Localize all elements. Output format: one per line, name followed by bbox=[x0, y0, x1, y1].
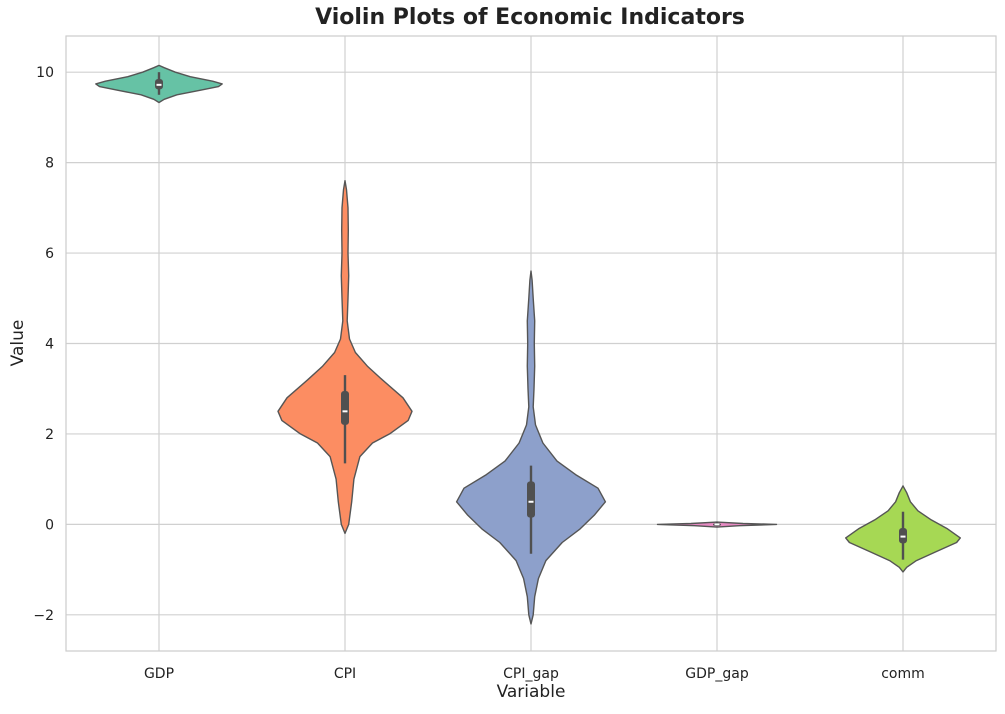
inner-boxes bbox=[155, 72, 907, 560]
iqr-box bbox=[341, 390, 349, 425]
plot-frame bbox=[65, 35, 997, 652]
x-tick-label: CPI bbox=[334, 666, 356, 682]
iqr-box bbox=[527, 481, 535, 518]
tick-labels: −2 0 2 4 6 8 10 GDP CPI CPI_gap GDP_gap comm bbox=[33, 65, 924, 682]
violins bbox=[95, 64, 961, 625]
x-tick-label: GDP bbox=[144, 666, 174, 682]
y-tick-label: 0 bbox=[45, 517, 54, 533]
violin-cpi bbox=[277, 180, 413, 535]
violin-cpi-gap bbox=[455, 270, 607, 625]
y-tick-label: 4 bbox=[45, 337, 54, 353]
y-tick-label: 2 bbox=[45, 427, 54, 443]
y-tick-label: 8 bbox=[45, 156, 54, 172]
y-tick-label: −2 bbox=[33, 608, 54, 624]
x-tick-label: CPI_gap bbox=[503, 666, 559, 682]
x-tick-label: comm bbox=[881, 666, 925, 682]
chart-title: Violin Plots of Economic Indicators bbox=[315, 5, 745, 30]
x-axis-label: Variable bbox=[496, 682, 566, 702]
y-tick-label: 10 bbox=[36, 65, 54, 81]
y-tick-label: 6 bbox=[45, 246, 54, 262]
x-tick-label: GDP_gap bbox=[685, 666, 749, 682]
